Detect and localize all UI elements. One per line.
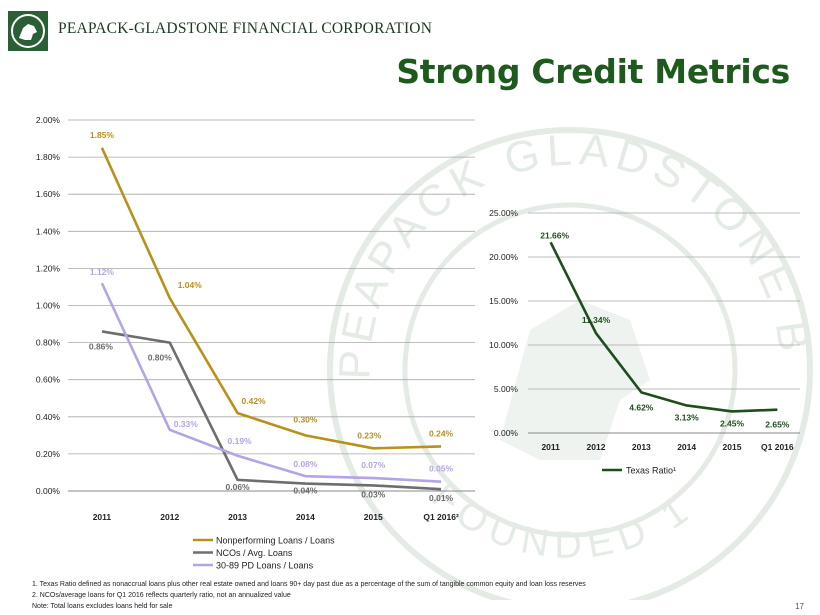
y-tick-label: 1.40% [36, 226, 61, 236]
seal-horse-icon [500, 300, 650, 460]
x-tick-label: Q1 2016 [761, 442, 794, 452]
y-tick-label: 10.00% [489, 340, 518, 350]
data-label: 2.65% [765, 420, 790, 430]
series-line-1 [101, 330, 442, 491]
left-chart-legend: Nonperforming Loans / Loans NCOs / Avg. L… [193, 536, 335, 571]
texas-chart-data-labels: 21.66% 11.34% 4.62% 3.13% 2.45% 2.65% [540, 230, 790, 429]
page-title: Strong Credit Metrics [396, 52, 790, 91]
data-label: 0.03% [361, 489, 386, 499]
y-tick-label: 0.60% [36, 375, 61, 385]
data-label: 0.06% [226, 482, 251, 492]
texas-chart-x-axis: 2011 2012 2013 2014 2015 Q1 2016 [528, 432, 800, 452]
company-logo [8, 11, 48, 51]
data-label: 1.85% [90, 130, 115, 140]
x-tick-label: 2012 [160, 512, 179, 522]
y-tick-label: 5.00% [494, 384, 519, 394]
y-tick-label: 15.00% [489, 296, 518, 306]
x-tick-label: 2011 [93, 512, 112, 522]
y-tick-label: 0.20% [36, 449, 61, 459]
slide-header: PEAPACK-GLADSTONE FINANCIAL CORPORATION [0, 0, 820, 62]
data-label: 0.05% [429, 464, 454, 474]
texas-chart-gridlines [528, 212, 800, 434]
x-tick-label: 2013 [632, 442, 651, 452]
company-name: PEAPACK-GLADSTONE FINANCIAL CORPORATION [58, 20, 433, 37]
y-tick-label: 25.00% [489, 208, 518, 218]
y-tick-label: 1.60% [36, 189, 61, 199]
data-label: 0.23% [357, 430, 382, 440]
data-label: 0.01% [429, 493, 454, 503]
texas-chart-legend: Texas Ratio¹ [602, 466, 676, 476]
left-chart-y-axis: 0.00% 0.20% 0.40% 0.60% 0.80% 1.00% 1.20% 1.40%… [36, 115, 61, 496]
legend-label: Texas Ratio¹ [626, 466, 676, 476]
data-label: 0.07% [361, 460, 386, 470]
footnote-note: Note: Total loans excludes loans held fo… [32, 603, 173, 610]
y-tick-label: 1.80% [36, 152, 61, 162]
data-label: 3.13% [675, 412, 700, 422]
data-label: 0.80% [148, 353, 173, 363]
x-tick-label: 2014 [296, 512, 315, 522]
data-label: 11.34% [582, 315, 611, 325]
x-tick-label: 2013 [228, 512, 247, 522]
data-label: 0.86% [89, 341, 114, 351]
left-chart-data-labels: 1.85% 1.04% 0.42% 0.30% 0.23% 0.24% 0.86% 0.80%… [89, 130, 454, 503]
left-chart-x-axis: 2011 2012 2013 2014 2015 Q1 2016² [68, 490, 475, 522]
logo-ring [11, 14, 45, 48]
footnote-1: 1. Texas Ratio defined as nonaccrual loa… [32, 581, 586, 588]
texas-chart-series [549, 241, 778, 413]
y-tick-label: 0.80% [36, 338, 61, 348]
x-tick-label: 2012 [587, 442, 606, 452]
logo-horse-icon [19, 24, 37, 40]
data-label: 4.62% [629, 402, 654, 412]
data-label: 0.42% [242, 396, 267, 406]
y-tick-label: 0.00% [494, 428, 519, 438]
texas-ratio-line [549, 241, 778, 413]
x-tick-label: 2011 [541, 442, 560, 452]
data-label: 0.04% [293, 486, 318, 496]
legend-label: Nonperforming Loans / Loans [216, 536, 335, 546]
x-tick-label: 2015 [723, 442, 742, 452]
y-tick-label: 20.00% [489, 252, 518, 262]
data-label: 0.33% [174, 419, 199, 429]
x-tick-label: 2015 [364, 512, 383, 522]
seal-outer-ring [327, 127, 813, 600]
y-tick-label: 0.00% [36, 486, 61, 496]
data-label: 0.08% [293, 459, 318, 469]
data-label: 0.30% [293, 414, 318, 424]
footnote-2: 2. NCOs/average loans for Q1 2016 reflec… [32, 592, 291, 599]
legend-label: NCOs / Avg. Loans [216, 548, 293, 558]
series-line-0 [100, 147, 442, 450]
data-label: 2.45% [720, 418, 745, 428]
data-label: 1.12% [90, 267, 115, 277]
legend-label: 30-89 PD Loans / Loans [216, 561, 314, 571]
data-label: 1.04% [178, 280, 203, 290]
data-label: 0.24% [429, 428, 454, 438]
page-number: 17 [795, 602, 804, 611]
x-tick-label: Q1 2016² [423, 512, 459, 522]
y-tick-label: 0.40% [36, 412, 61, 422]
x-tick-label: 2014 [677, 442, 696, 452]
left-chart-gridlines [68, 119, 475, 492]
series-line-2 [100, 282, 442, 484]
seal-inner-ring [402, 202, 738, 538]
y-tick-label: 2.00% [36, 115, 61, 125]
data-label: 0.19% [228, 436, 253, 446]
y-tick-label: 1.20% [36, 263, 61, 273]
y-tick-label: 1.00% [36, 301, 61, 311]
left-chart-series [100, 147, 442, 491]
texas-chart-y-axis: 0.00% 5.00% 10.00% 15.00% 20.00% 25.00% [489, 208, 518, 438]
data-label: 21.66% [540, 230, 569, 240]
